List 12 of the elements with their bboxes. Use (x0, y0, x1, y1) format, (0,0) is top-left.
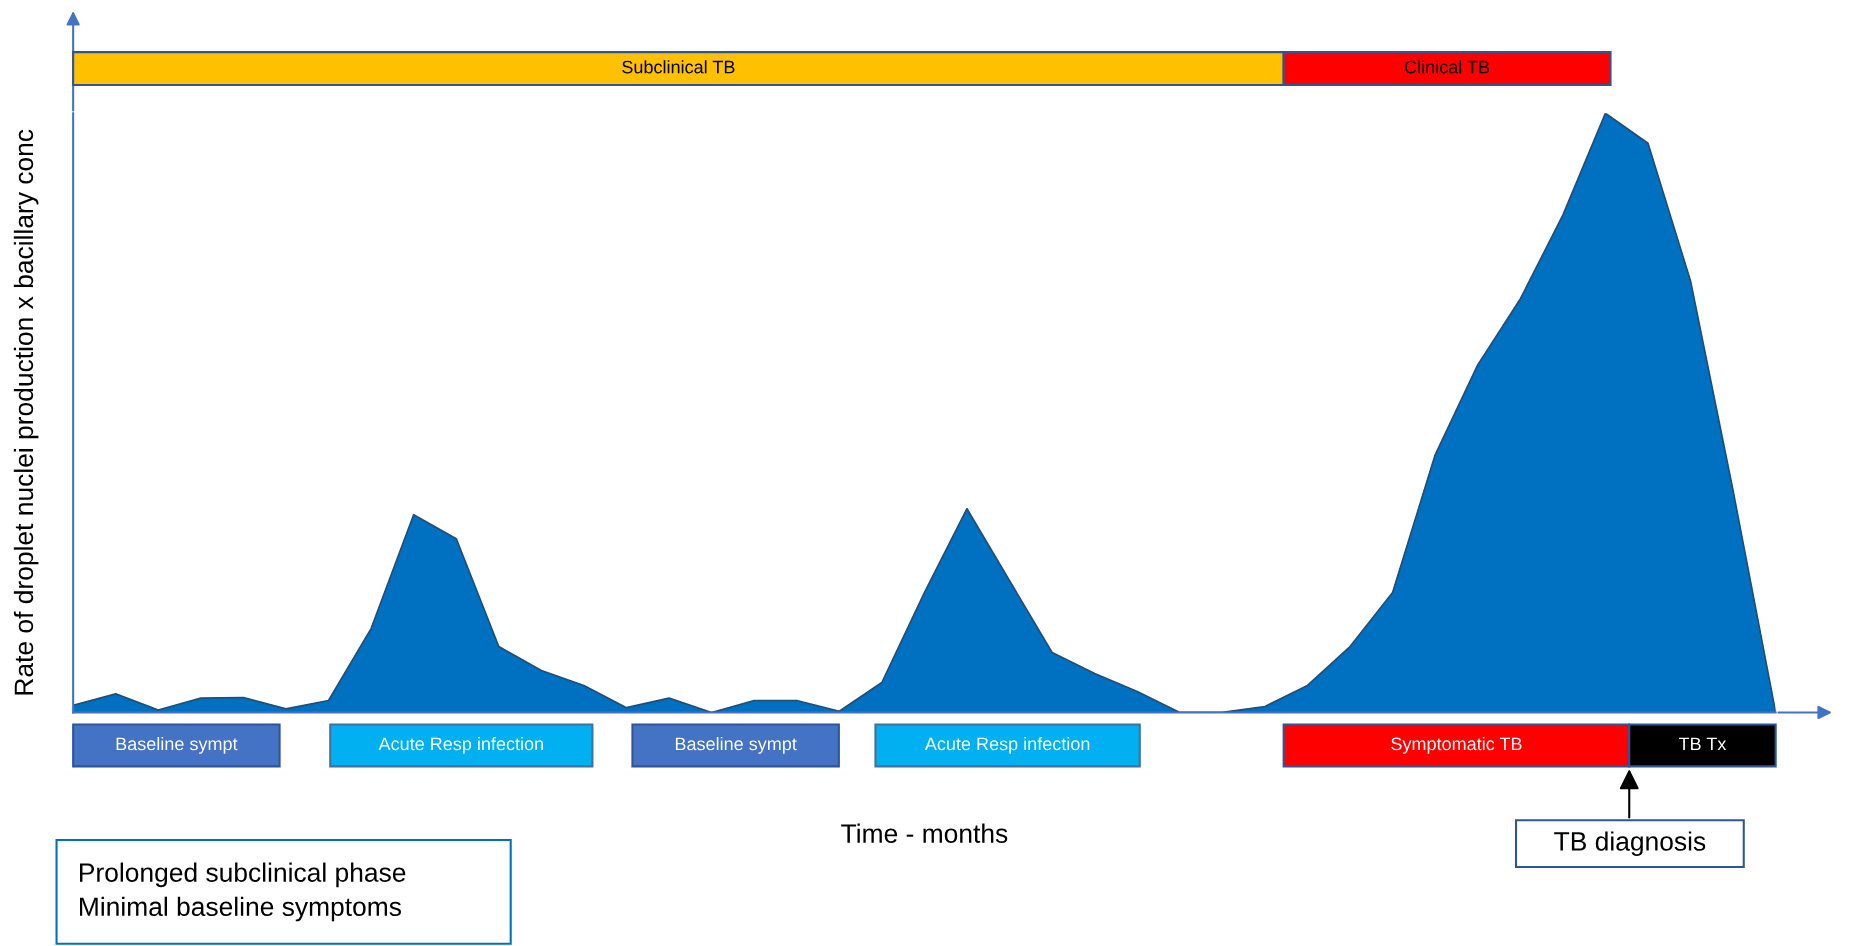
text: Baseline sympt (116, 736, 238, 754)
text: Acute Resp infection (378, 736, 543, 754)
y-axis-title: Rate of droplet nuclei production x bacillary conc (13, 129, 39, 695)
text: Acute Resp infection (924, 736, 1090, 754)
text: TB diagnosis (1554, 831, 1706, 856)
text: Baseline sympt (675, 736, 797, 754)
text: Prolonged subclinical phase Minimal baseline symptoms (80, 862, 406, 922)
text: Subclinical TB (622, 60, 735, 74)
text: Symptomatic TB (1391, 736, 1522, 754)
text: Clinical TB (1405, 60, 1490, 74)
text: TB Tx (1678, 737, 1727, 751)
x-axis-title: Time - months (841, 823, 1008, 843)
